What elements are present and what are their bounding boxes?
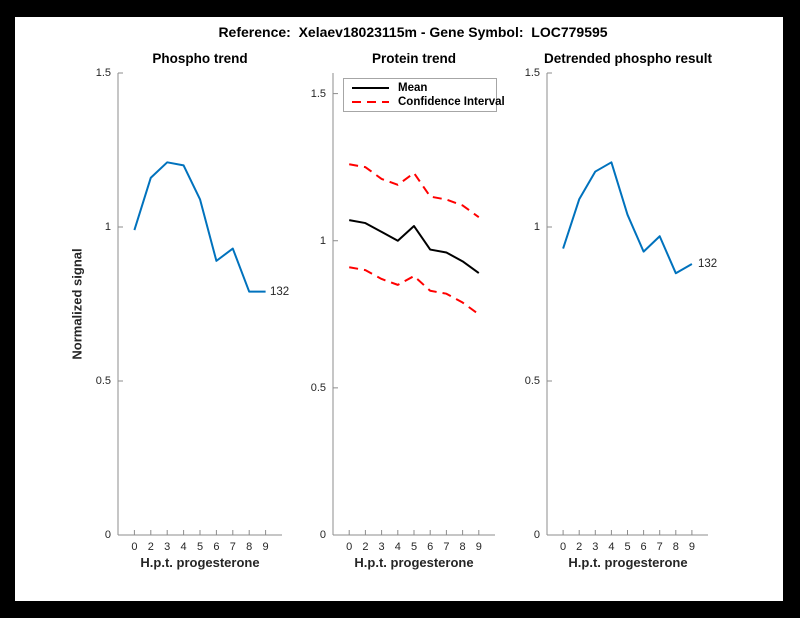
figure-canvas bbox=[15, 17, 783, 601]
series-line-detrended-phospho bbox=[562, 161, 693, 275]
legend-label-confidence-interval: Confidence Interval bbox=[398, 96, 505, 108]
series-line-phospho-signal bbox=[133, 161, 266, 293]
confidence-interval-line-sample bbox=[352, 101, 389, 103]
series-line-confidence-interval-upper bbox=[349, 163, 480, 219]
legend-entry-confidence-interval: Confidence Interval bbox=[352, 95, 505, 109]
legend-label-mean: Mean bbox=[398, 82, 428, 94]
series-line-confidence-interval-lower bbox=[349, 266, 480, 316]
series-line-mean bbox=[349, 219, 480, 274]
legend-entry-mean: Mean bbox=[352, 81, 427, 95]
legend-box: Mean Confidence Interval bbox=[343, 78, 505, 112]
mean-line-sample bbox=[352, 87, 389, 89]
